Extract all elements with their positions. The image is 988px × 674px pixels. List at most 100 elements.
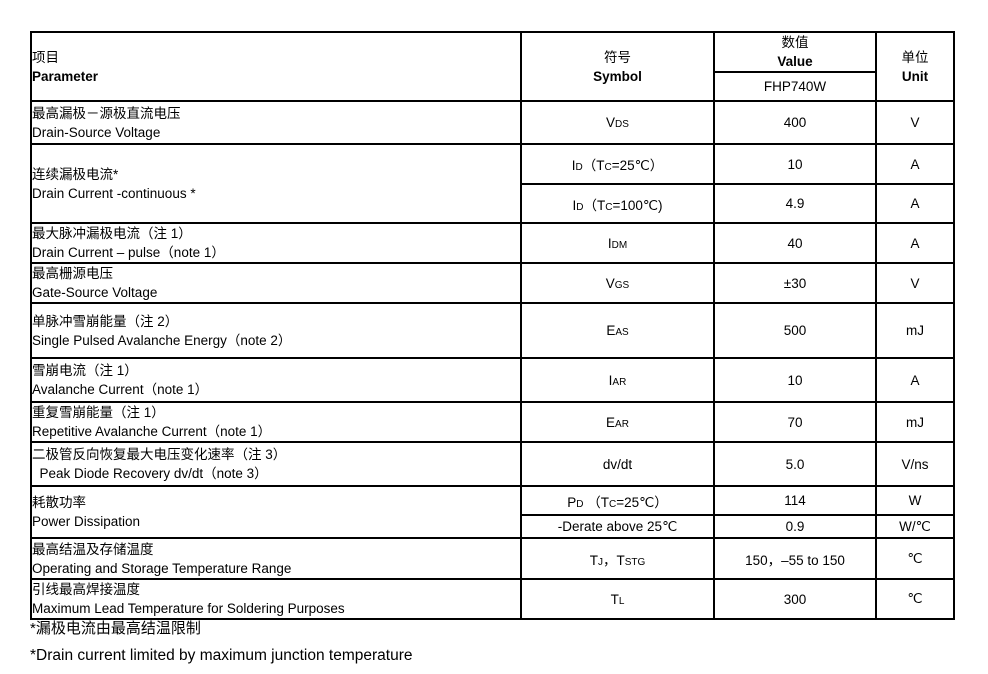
param-cell: 耗散功率 Power Dissipation [30, 485, 522, 539]
param-zh: 单脉冲雪崩能量（注 2） [32, 313, 179, 329]
param-cell: 重复雪崩能量（注 1） Repetitive Avalanche Current… [30, 401, 522, 443]
value-cell: 150，–55 to 150 [713, 537, 877, 580]
header-unit: 单位 Unit [875, 31, 955, 102]
table-row: -Derate above 25℃ 0.9 W/℃ [31, 514, 955, 539]
value-cell: 400 [713, 100, 877, 145]
param-en: Single Pulsed Avalanche Energy（note 2） [32, 332, 292, 348]
value-cell: 40 [713, 222, 877, 264]
unit-cell: V/ns [875, 441, 955, 487]
header-parameter-en: Parameter [32, 68, 99, 84]
param-en: Gate-Source Voltage [32, 285, 158, 300]
value-cell: 70 [713, 401, 877, 443]
value-cell: 10 [713, 143, 877, 185]
symbol-cell: EAR [520, 401, 715, 443]
unit-cell: mJ [875, 302, 955, 359]
param-en: Drain-Source Voltage [32, 124, 161, 140]
value-cell: ±30 [713, 262, 877, 304]
table-row: 耗散功率 Power Dissipation PD （TC=25℃） 114 W [30, 485, 955, 539]
param-en: Drain Current – pulse（note 1） [32, 245, 225, 260]
header-value-zh: 数值 [781, 35, 809, 50]
table-row: 连续漏极电流* Drain Current -continuous * ID（T… [30, 143, 955, 224]
param-en: Avalanche Current（note 1） [32, 382, 209, 397]
value-cell: 5.0 [713, 441, 877, 487]
param-zh: 耗散功率 [32, 495, 86, 510]
table-row: 最高结温及存储温度 Operating and Storage Temperat… [30, 537, 955, 580]
param-zh: 最高栅源电压 [32, 266, 113, 281]
unit-cell: A [875, 183, 955, 224]
param-cell: 引线最高焊接温度 Maximum Lead Temperature for So… [30, 578, 522, 620]
header-parameter: 项目 Parameter [30, 31, 522, 102]
symbol-cell: TL [520, 578, 715, 620]
table-row: 最大脉冲漏极电流（注 1） Drain Current – pulse（note… [30, 222, 955, 264]
symbol-cell: IAR [520, 357, 715, 403]
value-cell: 114 [713, 485, 877, 516]
header-value: 数值 Value [713, 31, 877, 73]
unit-cell: ℃ [875, 578, 955, 620]
symbol-cell: EAS [520, 302, 715, 359]
param-cell: 连续漏极电流* Drain Current -continuous * [30, 143, 522, 224]
unit-cell: mJ [875, 401, 955, 443]
table-row: ID（TC=100℃) 4.9 A [31, 183, 955, 224]
symbol-cell: VGS [520, 262, 715, 304]
footnote-zh: *漏极电流由最高结温限制 [30, 620, 201, 637]
unit-cell: A [875, 143, 955, 185]
table-row: 二极管反向恢复最大电压变化速率（注 3） Peak Diode Recovery… [30, 441, 955, 487]
value-cell: 0.9 [713, 514, 877, 539]
header-unit-zh: 单位 [901, 49, 929, 65]
symbol-cell: ID（TC=100℃) [520, 183, 715, 224]
header-symbol: 符号 Symbol [520, 31, 715, 102]
param-zh: 引线最高焊接温度 [32, 582, 140, 597]
param-en: Power Dissipation [32, 514, 141, 529]
header-symbol-zh: 符号 [604, 49, 631, 65]
table-row: 重复雪崩能量（注 1） Repetitive Avalanche Current… [30, 401, 955, 443]
table-header-device-row: FHP740W [31, 71, 954, 102]
unit-cell: V [875, 100, 955, 145]
table-header-row: 项目 Parameter 符号 Symbol 数值 Value 单位 Unit [30, 31, 955, 102]
table-row: 引线最高焊接温度 Maximum Lead Temperature for So… [30, 578, 955, 620]
table-row: 最高漏极－源极直流电压 Drain-Source Voltage VDS 400… [30, 100, 955, 145]
device-name: FHP740W [713, 71, 877, 102]
param-zh: 最高漏极－源极直流电压 [32, 105, 181, 121]
param-en: Operating and Storage Temperature Range [32, 560, 292, 576]
param-cell: 最高结温及存储温度 Operating and Storage Temperat… [30, 537, 522, 580]
unit-cell: V [875, 262, 955, 304]
param-zh: 雪崩电流（注 1） [32, 363, 138, 378]
param-en: Drain Current -continuous * [32, 185, 196, 201]
header-symbol-en: Symbol [593, 68, 642, 84]
value-cell: 500 [713, 302, 877, 359]
param-zh: 重复雪崩能量（注 1） [32, 405, 165, 420]
param-cell: 最高栅源电压 Gate-Source Voltage [30, 262, 522, 304]
unit-cell: A [875, 222, 955, 264]
symbol-cell: -Derate above 25℃ [520, 514, 715, 539]
table-row: 雪崩电流（注 1） Avalanche Current（note 1） IAR … [30, 357, 955, 403]
unit-cell: W [875, 485, 955, 516]
symbol-cell: PD （TC=25℃） [520, 485, 715, 516]
symbol-cell: IDM [520, 222, 715, 264]
symbol-cell: VDS [520, 100, 715, 145]
header-parameter-zh: 项目 [32, 49, 59, 65]
symbol-cell: ID（TC=25℃） [520, 143, 715, 185]
value-cell: 10 [713, 357, 877, 403]
param-zh: 连续漏极电流* [32, 166, 119, 182]
param-cell: 最大脉冲漏极电流（注 1） Drain Current – pulse（note… [30, 222, 522, 264]
maximum-ratings-table: 项目 Parameter 符号 Symbol 数值 Value 单位 Unit … [30, 31, 955, 620]
header-unit-en: Unit [901, 68, 929, 84]
param-zh: 最大脉冲漏极电流（注 1） [32, 226, 192, 241]
param-en: Maximum Lead Temperature for Soldering P… [32, 601, 345, 616]
param-cell: 最高漏极－源极直流电压 Drain-Source Voltage [30, 100, 522, 145]
value-cell: 4.9 [713, 183, 877, 224]
table-row: 单脉冲雪崩能量（注 2） Single Pulsed Avalanche Ene… [30, 302, 955, 359]
param-zh: 二极管反向恢复最大电压变化速率（注 3） [32, 447, 287, 462]
header-value-en: Value [777, 54, 813, 69]
param-en: Peak Diode Recovery dv/dt（note 3） [32, 466, 268, 481]
unit-cell: ℃ [875, 537, 955, 580]
table-row: 最高栅源电压 Gate-Source Voltage VGS ±30 V [30, 262, 955, 304]
unit-cell: W/℃ [875, 514, 955, 539]
param-cell: 二极管反向恢复最大电压变化速率（注 3） Peak Diode Recovery… [30, 441, 522, 487]
symbol-cell: dv/dt [520, 441, 715, 487]
footnote-en: *Drain current limited by maximum juncti… [30, 647, 413, 664]
symbol-cell: TJ，TSTG [520, 537, 715, 580]
param-zh: 最高结温及存储温度 [32, 541, 154, 557]
param-cell: 单脉冲雪崩能量（注 2） Single Pulsed Avalanche Ene… [30, 302, 522, 359]
